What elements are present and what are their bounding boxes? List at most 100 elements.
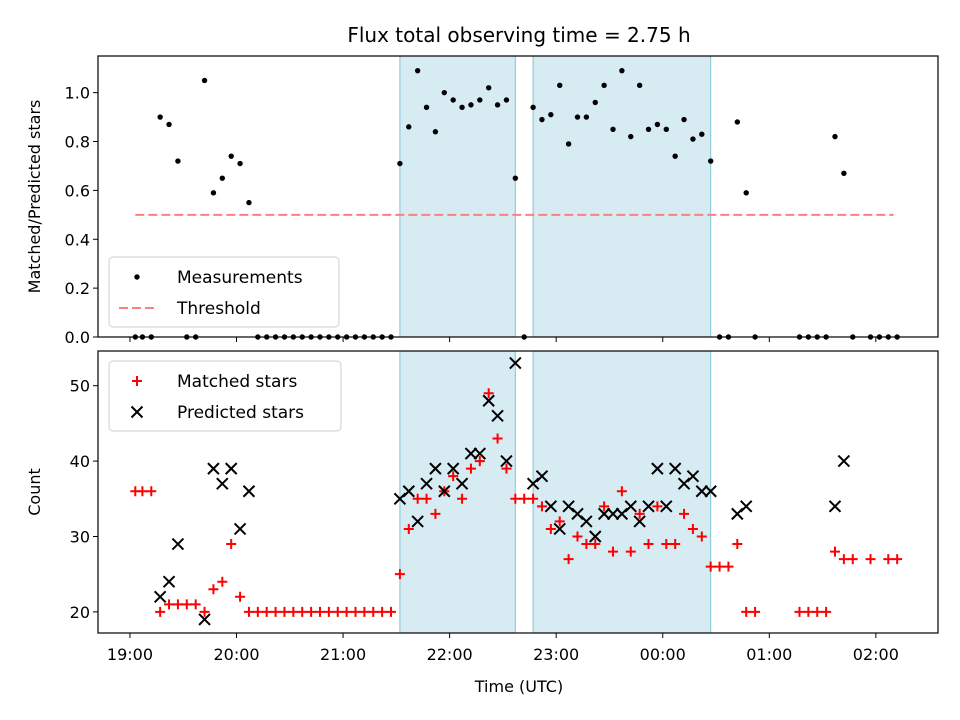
predicted-star-point bbox=[429, 462, 442, 475]
matched-star-point bbox=[155, 606, 166, 617]
matched-star-point bbox=[501, 463, 512, 474]
measurement-point bbox=[503, 97, 510, 103]
predicted-star-point bbox=[153, 590, 167, 604]
matched-star-point bbox=[430, 508, 441, 519]
matched-star-point bbox=[297, 606, 308, 617]
matched-star-point bbox=[190, 599, 201, 610]
observing-interval-1 bbox=[399, 350, 516, 634]
matched-star-point bbox=[652, 501, 663, 512]
matched-star-point bbox=[412, 493, 423, 504]
y-tick-label: 1.0 bbox=[65, 84, 90, 103]
x-tick-label: 22:00 bbox=[427, 645, 473, 664]
measurement-point bbox=[557, 82, 563, 89]
y-tick-label: 0.2 bbox=[65, 279, 90, 298]
ratio-y-axis-label: Matched/Predicted stars bbox=[25, 100, 44, 294]
measurement-point bbox=[681, 116, 687, 123]
matched-star-point bbox=[687, 523, 698, 534]
measurement-point bbox=[583, 114, 590, 120]
measurement-point bbox=[228, 153, 234, 159]
matched-star-point bbox=[803, 606, 814, 617]
matched-star-point bbox=[563, 554, 574, 565]
matched-star-point bbox=[492, 433, 503, 444]
measurement-point bbox=[841, 170, 847, 176]
matched-star-point bbox=[732, 539, 743, 550]
y-tick-label: 40 bbox=[70, 452, 90, 471]
measurement-point bbox=[743, 190, 749, 196]
predicted-star-point bbox=[162, 575, 176, 588]
chart-title: Flux total observing time = 2.75 h bbox=[347, 23, 690, 47]
measurement-point bbox=[548, 111, 554, 118]
measurement-point bbox=[539, 116, 545, 123]
measurement-point bbox=[672, 153, 678, 159]
measurement-point bbox=[397, 160, 403, 167]
matched-star-point bbox=[643, 539, 654, 550]
measurement-point bbox=[459, 104, 465, 111]
observing-interval-1 bbox=[399, 55, 516, 338]
series-measurements bbox=[132, 67, 900, 340]
measurement-point bbox=[592, 99, 598, 106]
matched-star-point bbox=[599, 501, 610, 512]
matched-star-point bbox=[288, 606, 299, 617]
predicted-star-point bbox=[216, 477, 229, 490]
predicted-star-point bbox=[624, 500, 637, 513]
x-tick-label: 02:00 bbox=[853, 645, 899, 664]
matched-star-point bbox=[457, 493, 468, 504]
matched-star-point bbox=[536, 501, 547, 512]
matched-star-point bbox=[279, 606, 290, 617]
matched-star-point bbox=[705, 561, 716, 572]
matched-star-point bbox=[181, 599, 192, 610]
legend-swatch-matched bbox=[132, 376, 142, 386]
matched-star-point bbox=[341, 606, 352, 617]
matched-star-point bbox=[226, 539, 237, 550]
matched-star-point bbox=[821, 606, 832, 617]
measurement-point bbox=[432, 129, 439, 135]
y-tick-label: 30 bbox=[70, 527, 90, 546]
legend-label: Predicted stars bbox=[177, 403, 304, 423]
ratio-axes-frame bbox=[97, 55, 939, 338]
matched-star-point bbox=[528, 493, 539, 504]
matched-star-point bbox=[519, 493, 530, 504]
matched-star-point bbox=[386, 606, 397, 617]
matched-star-point bbox=[829, 546, 840, 557]
measurement-point bbox=[832, 133, 838, 140]
matched-star-point bbox=[421, 493, 432, 504]
predicted-star-point bbox=[242, 485, 256, 498]
predicted-star-point bbox=[660, 500, 673, 513]
matched-star-point bbox=[394, 569, 405, 580]
measurement-point bbox=[690, 136, 696, 142]
measurement-point bbox=[406, 124, 412, 130]
predicted-star-point bbox=[633, 515, 646, 528]
legend-swatch-measurements bbox=[134, 274, 140, 280]
measurement-point bbox=[219, 175, 226, 181]
predicted-star-point bbox=[233, 522, 247, 536]
matched-star-point bbox=[741, 606, 752, 617]
matched-star-point bbox=[590, 539, 601, 550]
measurement-point bbox=[477, 97, 483, 103]
matched-star-point bbox=[634, 508, 645, 519]
y-tick-label: 50 bbox=[70, 377, 90, 396]
measurement-point bbox=[663, 126, 669, 133]
matched-star-point bbox=[696, 531, 707, 542]
predicted-star-point bbox=[606, 507, 620, 521]
matched-star-point bbox=[323, 606, 334, 617]
counts-y-axis-label: Count bbox=[25, 468, 44, 516]
measurement-point bbox=[610, 126, 616, 133]
matched-star-point bbox=[403, 523, 414, 534]
measurement-point bbox=[246, 199, 252, 206]
x-axis-label: Time (UTC) bbox=[474, 677, 563, 696]
predicted-star-point bbox=[464, 447, 478, 460]
predicted-star-point bbox=[589, 530, 602, 543]
matched-star-point bbox=[750, 606, 761, 617]
ratio-panel: 0.0 0.2 0.4 0.6 0.8 1.0 Matched/Predicted star… bbox=[25, 55, 939, 347]
counts-panel: 20 30 40 50 19:00 20:00 21:00 22:00 23:00 00:00 01… bbox=[25, 350, 939, 664]
matched-star-point bbox=[892, 554, 903, 565]
matched-star-point bbox=[306, 606, 317, 617]
y-tick-label: 20 bbox=[70, 603, 90, 622]
matched-star-point bbox=[474, 456, 485, 467]
measurement-point bbox=[494, 102, 501, 108]
matched-star-point bbox=[572, 531, 583, 542]
matched-star-point bbox=[146, 486, 157, 497]
matched-star-point bbox=[448, 471, 459, 482]
measurement-point bbox=[157, 114, 163, 120]
